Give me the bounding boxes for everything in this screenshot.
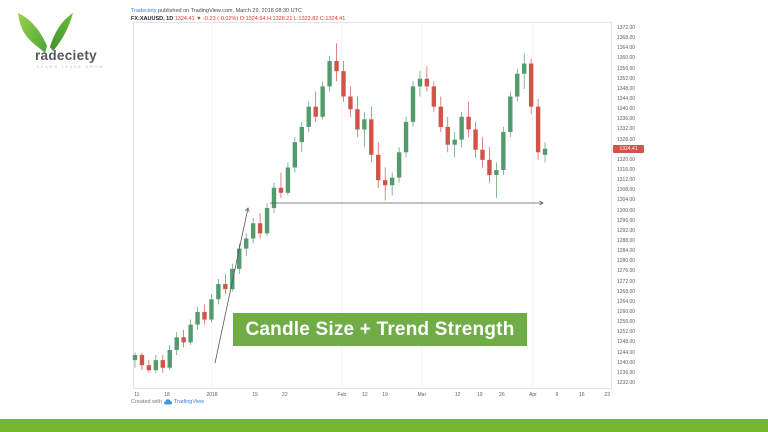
annotation-banner: Candle Size + Trend Strength: [233, 313, 527, 346]
time-tick-label: 11: [134, 392, 140, 398]
symbol-label: FX:XAUUSD, 1D: [131, 15, 174, 22]
price-tick-label: 1312.00: [617, 177, 636, 184]
price-tick-label: 1308.00: [617, 187, 636, 194]
price-tick-label: 1264.00: [617, 298, 636, 305]
price-tick-label: 1372.00: [617, 25, 636, 32]
price-tick-label: 1276.00: [617, 268, 636, 275]
price-tick-label: 1336.00: [617, 116, 636, 123]
price-tick-label: 1272.00: [617, 278, 636, 285]
price-tick-label: 1332.00: [617, 126, 636, 133]
symbol-quote-line: FX:XAUUSD, 1D 1324.41 ▼ -0.23 (-0.02%) O…: [131, 16, 345, 23]
byline-text: published on TradingView.com, March 29, …: [156, 8, 302, 14]
chart-footer: Created with TradingView: [131, 399, 204, 405]
published-byline: Tradeciety published on TradingView.com,…: [131, 8, 345, 15]
price-tick-label: 1280.00: [617, 258, 636, 265]
time-tick-label: Mar: [417, 392, 427, 398]
price-tick-label: 1348.00: [617, 85, 636, 92]
time-tick-label: 2018: [206, 392, 218, 398]
time-tick-label: 22: [282, 392, 288, 398]
price-tick-label: 1268.00: [617, 288, 636, 295]
price-tick-label: 1240.00: [617, 359, 636, 366]
tradingview-link[interactable]: TradingView: [173, 399, 205, 405]
time-tick-label: Apr: [529, 392, 537, 398]
time-tick-label: 19: [477, 392, 483, 398]
price-tick-label: 1300.00: [617, 207, 636, 214]
time-tick-label: Feb: [337, 392, 347, 398]
price-tick-label: 1296.00: [617, 217, 636, 224]
price-tick-label: 1352.00: [617, 75, 636, 82]
current-price-tag: 1324.41: [613, 144, 644, 153]
price-tick-label: 1288.00: [617, 237, 636, 244]
price-tick-label: 1340.00: [617, 106, 636, 113]
tradeciety-logo: radeciety LEARN TRADE GROW: [8, 6, 126, 69]
price-tick-label: 1304.00: [617, 197, 636, 204]
time-tick-label: 16: [579, 392, 585, 398]
bull-horns-icon: [18, 13, 73, 53]
time-tick-label: 26: [499, 392, 505, 398]
price-change: ▼ -0.23 (-0.02%): [196, 15, 239, 22]
logo-brand-text: radeciety: [35, 48, 97, 63]
price-tick-label: 1248.00: [617, 339, 636, 346]
tradingview-icon: [163, 399, 172, 405]
price-tick-label: 1356.00: [617, 65, 636, 72]
price-tick-label: 1260.00: [617, 308, 636, 315]
time-tick-label: 12: [454, 392, 461, 398]
price-tick-label: 1292.00: [617, 227, 636, 234]
price-tick-label: 1368.00: [617, 35, 636, 42]
ohlc-values: O:1324.64 H:1328.21 L:1322.82 C:1324.41: [239, 15, 346, 22]
price-tick-label: 1320.00: [617, 156, 636, 163]
price-tick-label: 1256.00: [617, 319, 636, 326]
byline-author-link[interactable]: Tradeciety: [131, 8, 157, 14]
banner-label: Candle Size + Trend Strength: [245, 318, 515, 340]
slide-bottom-bar: [0, 419, 768, 432]
price-tick-label: 1252.00: [617, 329, 636, 336]
price-tick-label: 1344.00: [617, 96, 636, 103]
last-price: 1324.41: [174, 15, 195, 22]
time-tick-label: 9: [555, 392, 559, 398]
price-tick-label: 1236.00: [617, 369, 636, 376]
time-tick-label: 23: [604, 392, 610, 398]
price-tick-label: 1364.00: [617, 45, 636, 52]
price-tick-label: 1328.00: [617, 136, 636, 143]
time-tick-label: 12: [362, 392, 368, 398]
price-tick-label: 1284.00: [617, 248, 636, 255]
logo-tagline: LEARN TRADE GROW: [37, 64, 105, 69]
time-tick-label: 19: [382, 392, 388, 398]
chart-header: Tradeciety published on TradingView.com,…: [131, 8, 345, 22]
time-tick-label: 18: [164, 392, 170, 398]
price-tick-label: 1232.00: [617, 379, 636, 386]
price-tick-label: 1360.00: [617, 55, 636, 62]
created-with-text: Created with: [131, 399, 162, 405]
price-tick-label: 1244.00: [617, 349, 636, 356]
time-tick-label: 15: [252, 392, 258, 398]
price-tick-label: 1316.00: [617, 167, 636, 174]
